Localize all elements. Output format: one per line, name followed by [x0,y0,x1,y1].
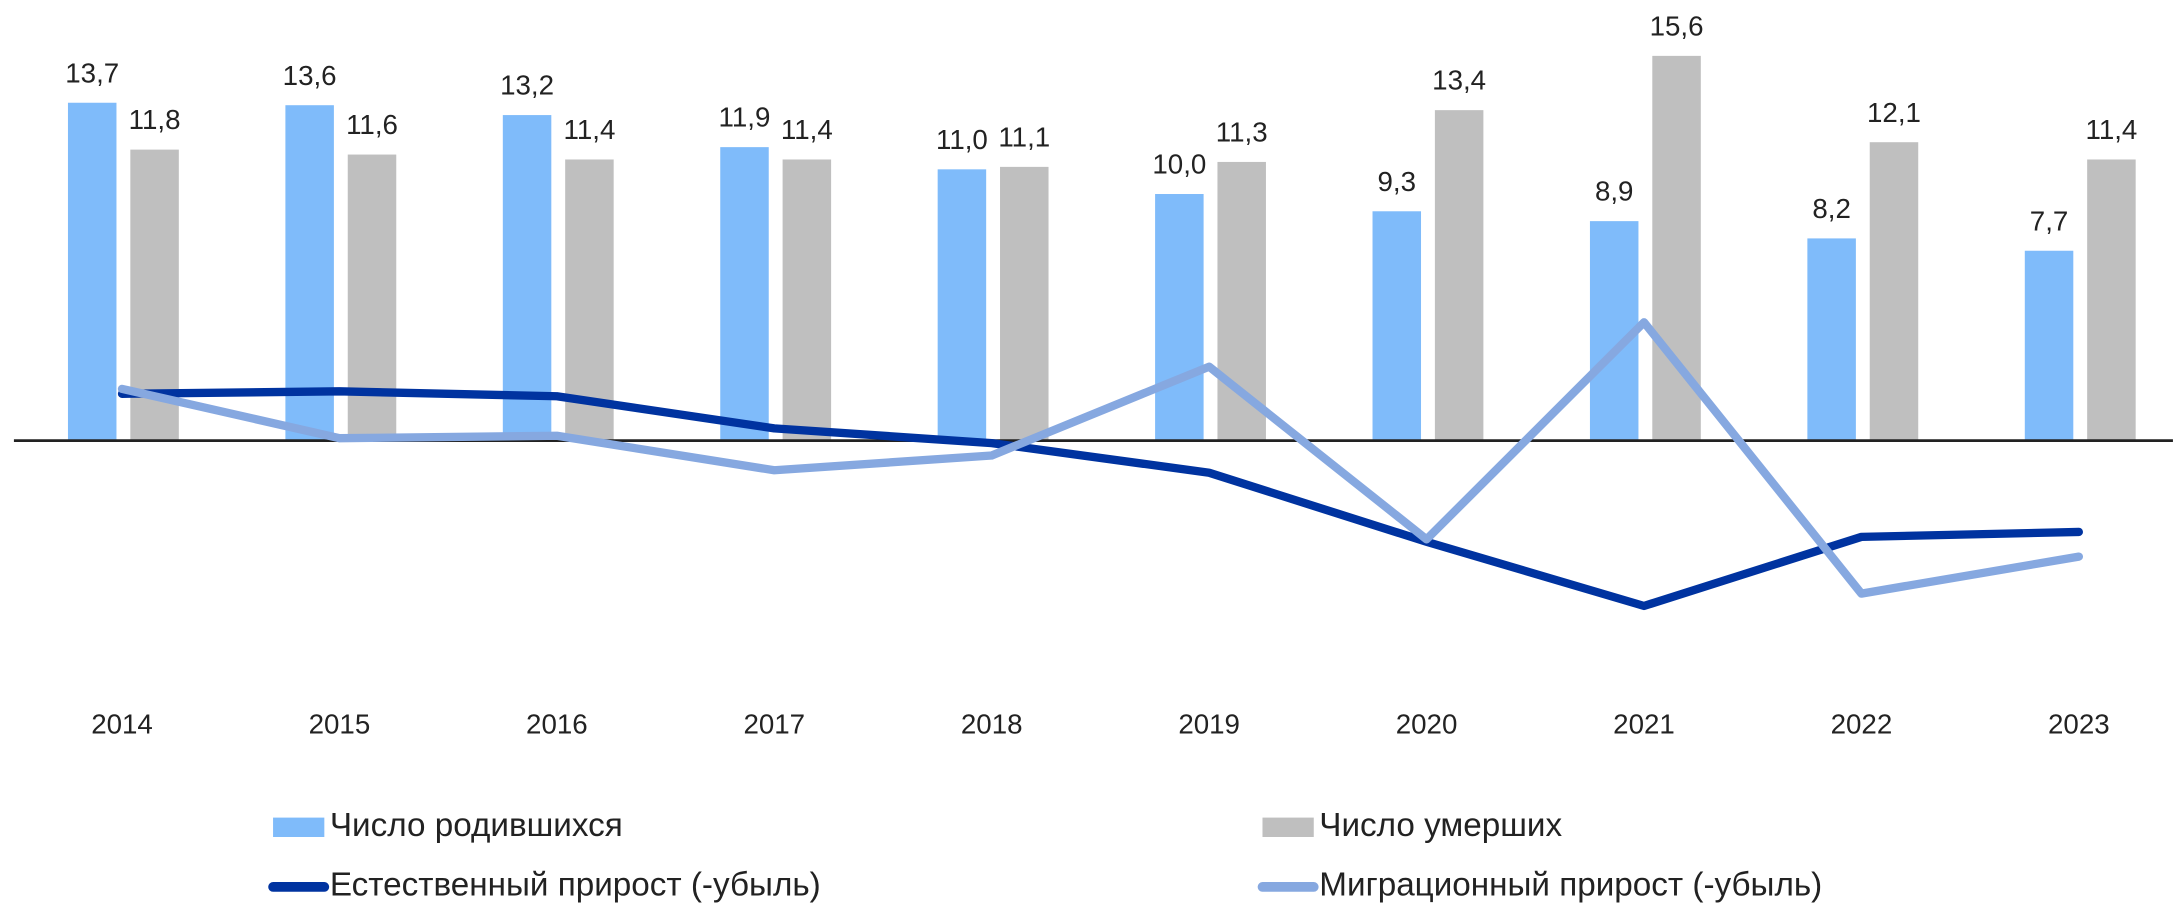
bar [1000,166,1049,441]
data-label: 11,6 [346,109,398,140]
bar [1807,238,1856,441]
x-tick-label: 2019 [1178,708,1240,739]
x-tick-label: 2017 [743,708,805,739]
data-label: 8,9 [1595,176,1634,207]
bar [2087,159,2136,441]
legend-swatch [273,817,325,838]
x-tick-label: 2016 [526,708,588,739]
bar [1372,211,1422,441]
line [117,387,2084,611]
data-label: 11,4 [563,114,615,145]
legend-label: Естественный прирост (-убыль) [330,867,821,904]
data-label: 11,0 [936,124,988,155]
data-label: 15,6 [1650,10,1704,41]
data-label: 13,6 [283,60,337,91]
data-label: 11,3 [1216,117,1268,148]
bar [565,159,614,441]
bar [720,147,769,441]
line [117,318,2084,598]
bar [1217,161,1266,441]
x-tick-label: 2022 [1831,708,1893,739]
legend-label: Миграционный прирост (-убыль) [1319,867,1822,904]
data-label: 8,2 [1812,193,1851,224]
legend-swatch [1262,817,1314,838]
bar [347,154,397,441]
bar [1869,142,1919,441]
data-label: 11,1 [998,121,1050,152]
legend-label: Число умерших [1319,807,1562,844]
data-label: 9,3 [1378,166,1417,197]
data-label: 11,8 [129,104,181,135]
x-tick-label: 2020 [1396,708,1458,739]
bar [285,105,334,441]
data-label: 11,4 [2085,114,2137,145]
data-label: 13,2 [500,70,554,101]
bar [1434,110,1484,441]
legend-label: Число родившихся [330,807,623,844]
bar [937,169,987,441]
x-tick-label: 2018 [961,708,1023,739]
bar [2024,250,2074,441]
data-label: 10,0 [1152,149,1206,180]
x-tick-label: 2021 [1613,708,1675,739]
data-label: 11,4 [781,114,833,145]
x-tick-label: 2023 [2048,708,2110,739]
data-label: 7,7 [2030,205,2069,236]
bar [502,115,552,441]
data-label: 12,1 [1867,97,1921,128]
bar [1155,194,1204,441]
data-label: 11,9 [719,102,771,133]
x-tick-label: 2014 [91,708,153,739]
data-label: 13,4 [1432,65,1486,96]
bar [67,102,117,441]
x-tick-label: 2015 [309,708,371,739]
bar [782,159,832,441]
data-label: 13,7 [65,57,119,88]
